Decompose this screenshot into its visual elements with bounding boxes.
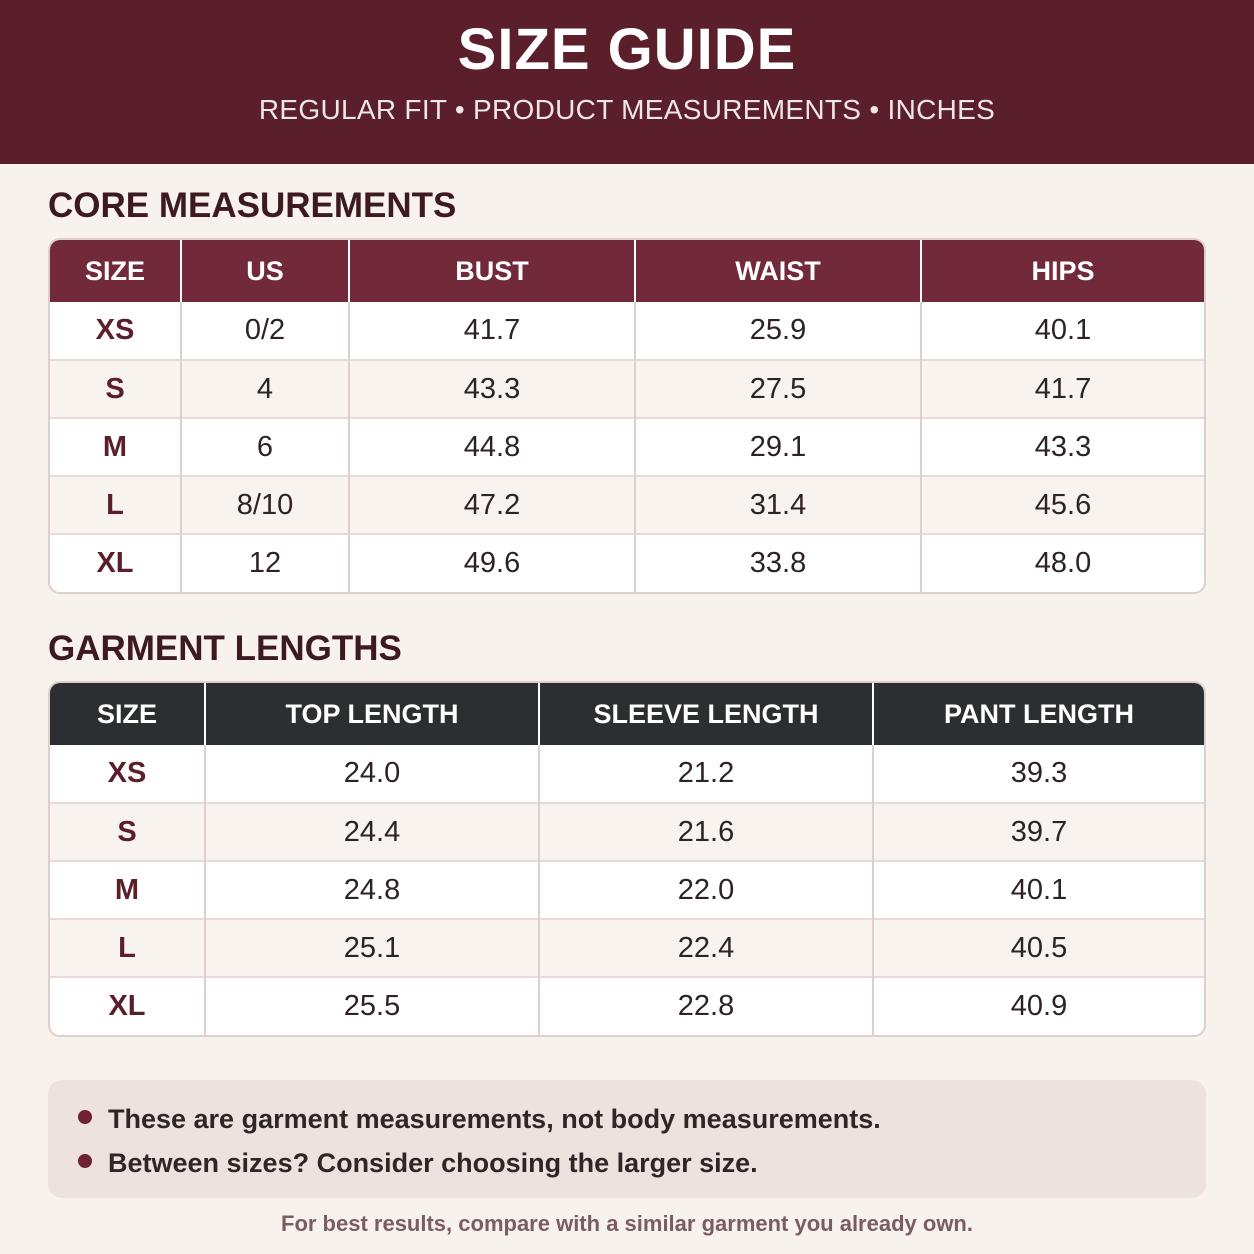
us-cell: 12 xyxy=(180,533,349,592)
table-row: M 24.8 22.0 40.1 xyxy=(50,860,1204,919)
top-length-cell: 24.0 xyxy=(204,745,539,803)
core-measurements-table: SIZE US BUST WAIST HIPS XS 0/2 41.7 25.9… xyxy=(48,238,1206,594)
column-header: HIPS xyxy=(920,240,1204,302)
table-row: XS 0/2 41.7 25.9 40.1 xyxy=(50,302,1204,360)
size-cell: L xyxy=(50,918,205,977)
size-cell: XS xyxy=(107,757,147,789)
waist-cell: 27.5 xyxy=(634,359,921,418)
bust-cell: 41.7 xyxy=(348,302,635,360)
us-cell: 6 xyxy=(180,417,349,476)
size-cell: XS xyxy=(95,314,135,346)
hips-cell: 45.6 xyxy=(920,475,1204,534)
column-header: SIZE xyxy=(50,240,181,302)
bullet-icon xyxy=(78,1110,92,1124)
bust-cell: 44.8 xyxy=(348,417,635,476)
pant-length-cell: 40.5 xyxy=(872,918,1204,977)
bust-cell: 43.3 xyxy=(348,359,635,418)
table-row: S 4 43.3 27.5 41.7 xyxy=(50,359,1204,418)
pant-length-cell: 39.7 xyxy=(872,802,1204,861)
pant-length-cell: 40.1 xyxy=(872,860,1204,919)
footer-tip: For best results, compare with a similar… xyxy=(281,1211,973,1236)
sleeve-length-cell: 21.2 xyxy=(538,745,873,803)
header-banner: SIZE GUIDE REGULAR FIT • PRODUCT MEASURE… xyxy=(0,0,1254,164)
sleeve-length-cell: 22.8 xyxy=(538,976,873,1035)
us-cell: 4 xyxy=(180,359,349,418)
top-length-cell: 25.5 xyxy=(204,976,539,1035)
lengths-section-title: GARMENT LENGTHS xyxy=(48,629,402,668)
notes-box: These are garment measurements, not body… xyxy=(48,1080,1206,1198)
page-subtitle: REGULAR FIT • PRODUCT MEASUREMENTS • INC… xyxy=(258,94,996,125)
table-row: L 8/10 47.2 31.4 45.6 xyxy=(50,475,1204,534)
table-header-row: SIZE TOP LENGTH SLEEVE LENGTH PANT LENGT… xyxy=(50,683,1204,745)
table-row: XL 25.5 22.8 40.9 xyxy=(50,976,1204,1035)
waist-cell: 33.8 xyxy=(634,533,921,592)
column-header: TOP LENGTH xyxy=(204,683,539,745)
table-row: S 24.4 21.6 39.7 xyxy=(50,802,1204,861)
top-length-cell: 24.8 xyxy=(204,860,539,919)
bust-cell: 49.6 xyxy=(348,533,635,592)
core-section-title: CORE MEASUREMENTS xyxy=(48,186,457,225)
note-item: These are garment measurements, not body… xyxy=(78,1103,881,1135)
us-cell: 8/10 xyxy=(180,475,349,534)
table-row: XS 24.0 21.2 39.3 xyxy=(50,745,1204,803)
page-title: SIZE GUIDE xyxy=(457,17,797,82)
table-row: M 6 44.8 29.1 43.3 xyxy=(50,417,1204,476)
bust-cell: 47.2 xyxy=(348,475,635,534)
hips-cell: 40.1 xyxy=(920,302,1204,360)
bullet-icon xyxy=(78,1154,92,1168)
size-cell: M xyxy=(50,417,181,476)
size-cell: S xyxy=(50,359,181,418)
waist-cell: 31.4 xyxy=(634,475,921,534)
note-text: Between sizes? Consider choosing the lar… xyxy=(108,1148,758,1178)
us-cell: 0/2 xyxy=(180,302,349,360)
column-header: SLEEVE LENGTH xyxy=(538,683,873,745)
hips-cell: 41.7 xyxy=(920,359,1204,418)
size-cell: XL xyxy=(50,533,181,592)
top-length-cell: 24.4 xyxy=(204,802,539,861)
sleeve-length-cell: 22.0 xyxy=(538,860,873,919)
column-header: SIZE xyxy=(50,683,205,745)
pant-length-cell: 39.3 xyxy=(872,745,1204,803)
column-header: US xyxy=(180,240,349,302)
size-cell: XL xyxy=(50,976,205,1035)
waist-cell: 25.9 xyxy=(634,302,921,360)
pant-length-cell: 40.9 xyxy=(872,976,1204,1035)
table-row: XL 12 49.6 33.8 48.0 xyxy=(50,533,1204,592)
hips-cell: 48.0 xyxy=(920,533,1204,592)
table-row: L 25.1 22.4 40.5 xyxy=(50,918,1204,977)
table-header-row: SIZE US BUST WAIST HIPS xyxy=(50,240,1204,302)
hips-cell: 43.3 xyxy=(920,417,1204,476)
column-header: PANT LENGTH xyxy=(872,683,1204,745)
size-cell: S xyxy=(50,802,205,861)
sleeve-length-cell: 22.4 xyxy=(538,918,873,977)
waist-cell: 29.1 xyxy=(634,417,921,476)
column-header: WAIST xyxy=(634,240,921,302)
top-length-cell: 25.1 xyxy=(204,918,539,977)
garment-lengths-table: SIZE TOP LENGTH SLEEVE LENGTH PANT LENGT… xyxy=(48,681,1206,1037)
column-header: BUST xyxy=(348,240,635,302)
size-cell: M xyxy=(50,860,205,919)
note-item: Between sizes? Consider choosing the lar… xyxy=(78,1147,758,1179)
note-text: These are garment measurements, not body… xyxy=(108,1104,881,1134)
sleeve-length-cell: 21.6 xyxy=(538,802,873,861)
size-cell: L xyxy=(50,475,181,534)
